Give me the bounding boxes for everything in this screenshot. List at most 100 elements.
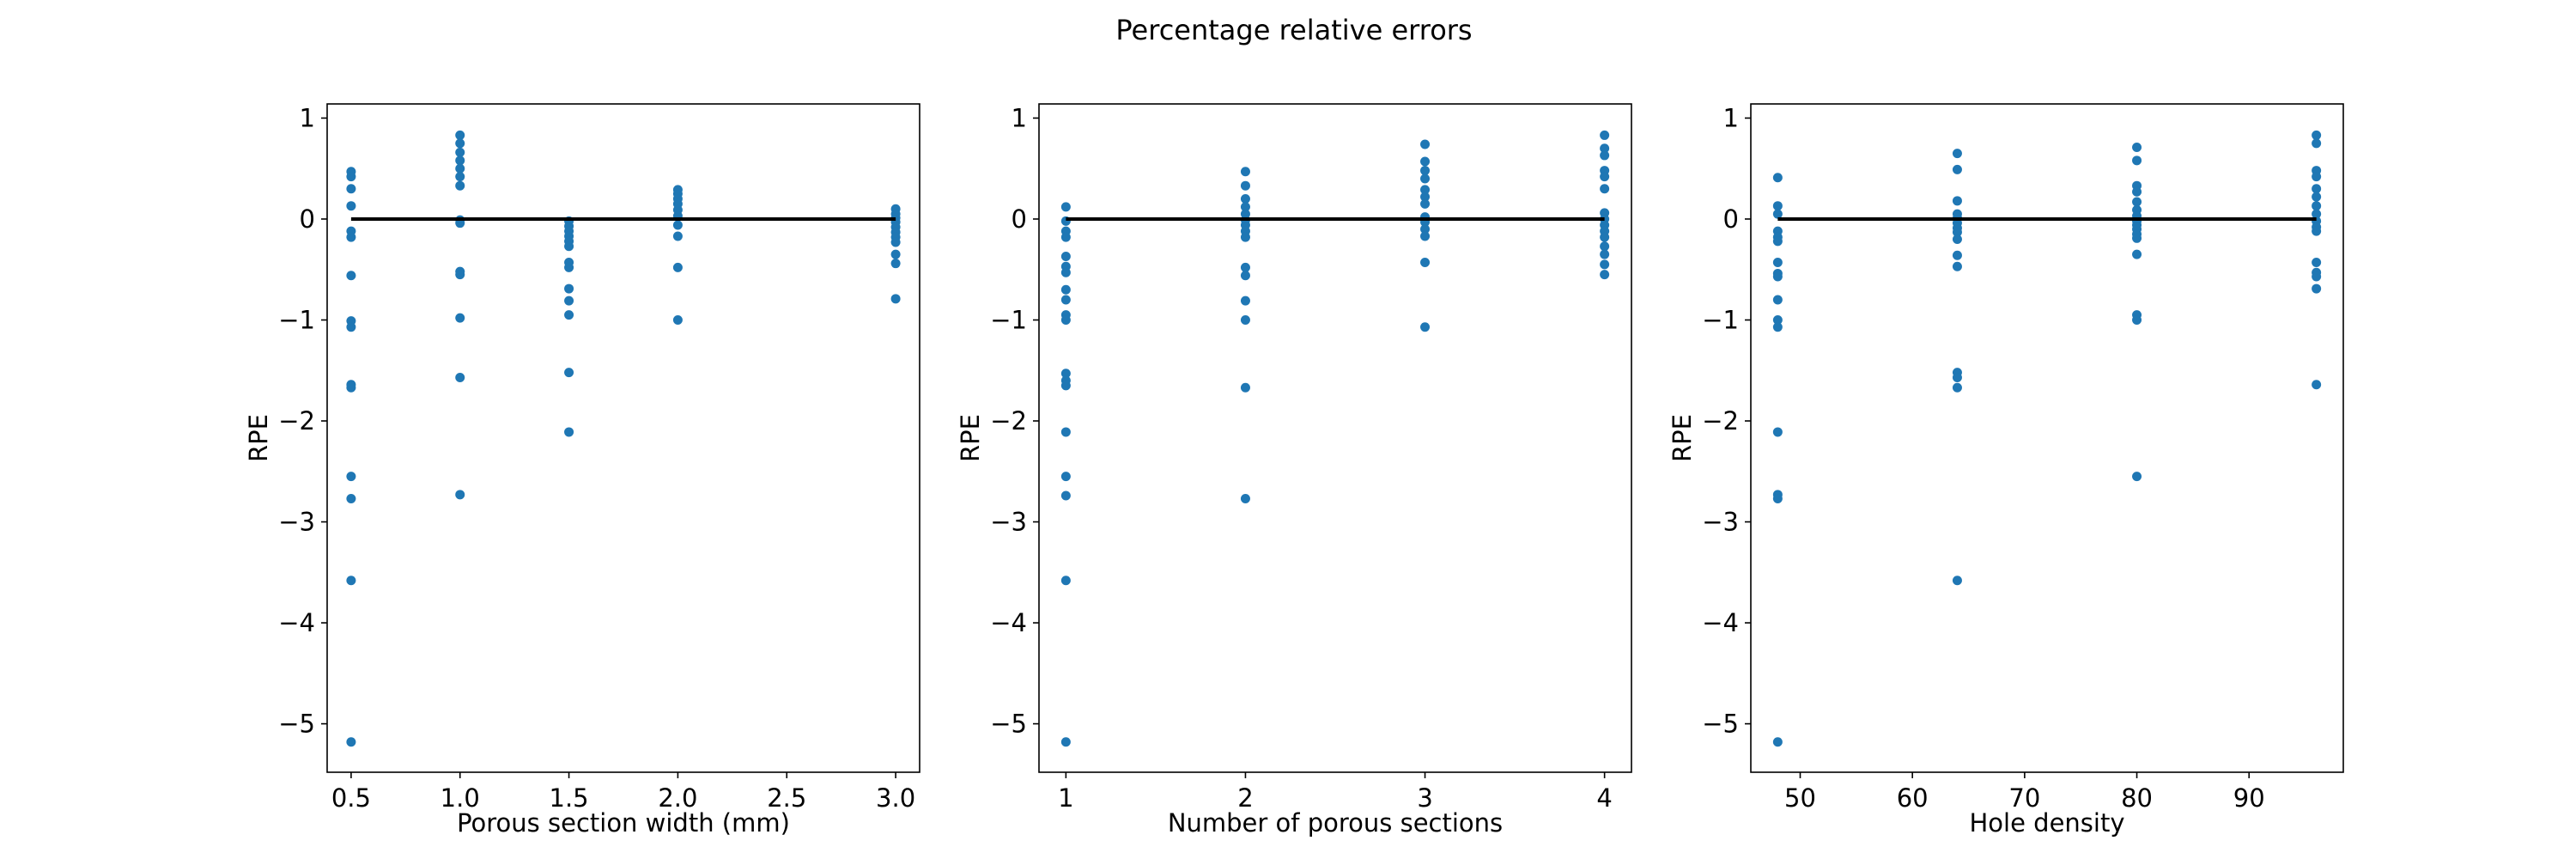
data-point bbox=[1240, 314, 1250, 325]
data-point bbox=[346, 494, 356, 504]
data-point bbox=[1060, 232, 1071, 242]
data-point bbox=[1060, 490, 1071, 501]
data-point bbox=[346, 184, 356, 194]
y-tick-label: −1 bbox=[278, 305, 315, 334]
data-point bbox=[1772, 737, 1783, 747]
subplot-grid: 0.5 1.0 1.5 2.0 2.5 3.0 −5 −4 −3 −2 −1 0 1 Porous sec… bbox=[244, 103, 2344, 838]
data-point bbox=[346, 576, 356, 586]
data-point bbox=[346, 201, 356, 211]
data-point bbox=[1952, 372, 1962, 382]
data-point bbox=[1060, 737, 1071, 747]
data-point bbox=[2312, 130, 2322, 140]
data-point bbox=[2312, 271, 2322, 282]
x-tick-label: 1.5 bbox=[550, 783, 589, 813]
y-tick-label: −5 bbox=[1702, 710, 1739, 739]
data-point bbox=[1772, 209, 1783, 219]
data-point bbox=[455, 155, 465, 166]
data-point bbox=[1240, 382, 1250, 393]
data-point bbox=[1420, 258, 1431, 268]
data-point bbox=[1772, 258, 1783, 268]
y-tick-label: −2 bbox=[278, 406, 315, 436]
data-point bbox=[1952, 576, 1962, 586]
data-point bbox=[564, 241, 574, 252]
y-tick-label: −5 bbox=[278, 710, 315, 739]
data-point bbox=[890, 237, 901, 247]
data-point bbox=[1240, 262, 1250, 272]
y-tick-label: −1 bbox=[1702, 305, 1739, 334]
axes-frame bbox=[1750, 103, 2344, 773]
data-point bbox=[1060, 295, 1071, 305]
data-point bbox=[1600, 172, 1610, 182]
subplot-1: 0.5 1.0 1.5 2.0 2.5 3.0 −5 −4 −3 −2 −1 0 1 Porous sec… bbox=[244, 103, 920, 838]
data-point bbox=[1952, 196, 1962, 206]
data-point bbox=[2312, 201, 2322, 211]
data-point bbox=[1060, 251, 1071, 261]
data-point bbox=[1772, 201, 1783, 211]
data-point bbox=[455, 138, 465, 149]
x-tick-label: 60 bbox=[1897, 783, 1929, 813]
y-tick-label: 1 bbox=[300, 103, 315, 132]
data-point bbox=[1240, 295, 1250, 306]
data-point bbox=[2132, 249, 2142, 259]
data-point bbox=[1772, 314, 1783, 325]
data-point bbox=[890, 294, 901, 304]
data-point bbox=[1060, 267, 1071, 277]
data-point bbox=[1772, 295, 1783, 305]
data-point bbox=[890, 249, 901, 259]
data-point bbox=[1600, 249, 1610, 259]
data-point bbox=[1600, 184, 1610, 194]
data-point bbox=[1060, 202, 1071, 212]
x-axis-label: Hole density bbox=[1970, 808, 2125, 838]
y-axis-label: RPE bbox=[244, 414, 273, 462]
x-tick-label: 2.0 bbox=[658, 783, 697, 813]
data-point bbox=[1060, 369, 1071, 379]
data-point bbox=[672, 314, 683, 325]
data-point bbox=[1952, 227, 1962, 237]
x-tick-label: 2.5 bbox=[767, 783, 806, 813]
x-tick-label: 1.0 bbox=[440, 783, 480, 813]
data-point bbox=[1240, 494, 1250, 504]
data-point bbox=[346, 172, 356, 182]
data-point bbox=[1952, 250, 1962, 260]
data-point bbox=[564, 262, 574, 272]
data-point bbox=[1600, 270, 1610, 280]
data-point bbox=[2312, 184, 2322, 194]
data-point bbox=[2312, 380, 2322, 390]
data-point bbox=[1600, 143, 1610, 154]
data-point bbox=[1060, 314, 1071, 325]
data-point bbox=[1772, 322, 1783, 332]
scatter-series bbox=[1060, 130, 1610, 747]
y-tick-label: −3 bbox=[278, 508, 315, 537]
y-tick-label: −2 bbox=[1702, 406, 1739, 436]
data-point bbox=[1952, 164, 1962, 174]
x-tick-label: 70 bbox=[2008, 783, 2040, 813]
data-point bbox=[1772, 494, 1783, 504]
axes-frame bbox=[1038, 103, 1632, 773]
y-tick-label: −4 bbox=[278, 608, 315, 637]
data-point bbox=[1240, 180, 1250, 191]
x-tick-label: 50 bbox=[1784, 783, 1816, 813]
data-point bbox=[1600, 150, 1610, 161]
data-point bbox=[1952, 261, 1962, 271]
data-point bbox=[1600, 241, 1610, 252]
data-point bbox=[1420, 156, 1431, 167]
y-axis-label: RPE bbox=[956, 414, 985, 462]
data-point bbox=[2132, 472, 2142, 482]
data-point bbox=[564, 283, 574, 294]
data-point bbox=[1952, 382, 1962, 393]
data-point bbox=[1772, 271, 1783, 282]
figure-suptitle: Percentage relative errors bbox=[1115, 14, 1472, 46]
y-tick-label: −5 bbox=[990, 710, 1027, 739]
data-point bbox=[346, 322, 356, 332]
data-point bbox=[1060, 381, 1071, 391]
data-point bbox=[2132, 186, 2142, 197]
data-point bbox=[1420, 198, 1431, 209]
y-tick-label: 0 bbox=[1012, 204, 1027, 234]
y-tick-label: −1 bbox=[990, 305, 1027, 334]
x-tick-label: 4 bbox=[1596, 783, 1612, 813]
data-point bbox=[455, 313, 465, 323]
subplot-3: 50 60 70 80 90 −5 −4 −3 −2 −1 0 1 Hole density RPE bbox=[1668, 103, 2344, 838]
data-point bbox=[1420, 174, 1431, 184]
y-tick-label: −4 bbox=[1702, 608, 1739, 637]
data-point bbox=[346, 232, 356, 242]
